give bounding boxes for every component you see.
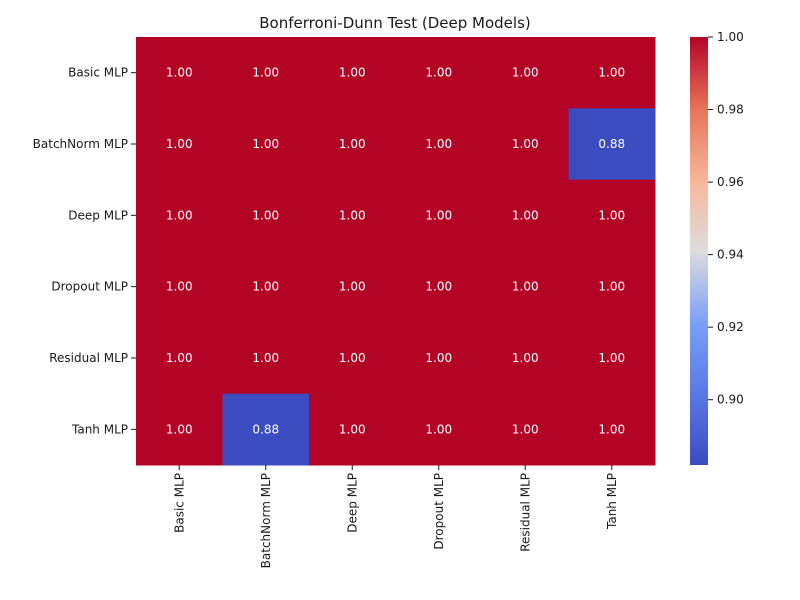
heatmap-cell: [568, 251, 656, 323]
heatmap-cell: [568, 393, 656, 466]
x-tick-label: Deep MLP: [345, 473, 359, 533]
heatmap-cell: [309, 393, 396, 466]
colorbar: [690, 37, 708, 465]
heatmap-cell: [482, 179, 569, 252]
heatmap-cell: [568, 179, 656, 252]
cell-value-label: 1.00: [252, 351, 279, 365]
heatmap-cell: [482, 393, 569, 466]
heatmap-cell: [136, 393, 223, 466]
colorbar-tick-label: 1.00: [717, 30, 744, 44]
cell-value-label: 1.00: [166, 422, 193, 436]
colorbar-axis: 0.90 0.92 0.94 0.96 0.98 1.00: [708, 30, 744, 407]
colorbar-tick-label: 0.98: [717, 103, 744, 117]
cell-value-label: 1.00: [598, 422, 625, 436]
cell-value-label: 1.00: [512, 351, 539, 365]
y-tick-label: Deep MLP: [68, 208, 128, 222]
heatmap-cell: [309, 37, 396, 109]
heatmap-cell: [136, 322, 223, 395]
cell-value-label: 1.00: [425, 66, 452, 80]
colorbar-tick-label: 0.96: [717, 175, 744, 189]
cell-value-label: 1.00: [339, 137, 366, 151]
y-tick-label: BatchNorm MLP: [33, 137, 128, 151]
heatmap-cell: [395, 251, 483, 323]
x-tick-label: Residual MLP: [518, 473, 532, 552]
cell-value-label: 1.00: [598, 208, 625, 222]
colorbar-tick-label: 0.90: [717, 393, 744, 407]
heatmap-cell: [395, 393, 483, 466]
heatmap-cell: [568, 108, 656, 181]
heatmap-cell: [136, 108, 223, 181]
cell-value-label: 1.00: [252, 66, 279, 80]
heatmap-cell: [482, 322, 569, 395]
heatmap-cell: [222, 393, 310, 466]
heatmap-cell: [395, 322, 483, 395]
y-tick-label: Basic MLP: [68, 66, 128, 80]
heatmap-cell: [222, 322, 310, 395]
cell-value-label: 1.00: [166, 137, 193, 151]
cell-value-label: 1.00: [598, 351, 625, 365]
heatmap-cell: [309, 251, 396, 323]
heatmap-cell: [309, 322, 396, 395]
cell-value-label: 1.00: [339, 351, 366, 365]
y-tick-label: Tanh MLP: [71, 422, 128, 436]
heatmap-cells: [136, 37, 656, 466]
heatmap-cell: [309, 179, 396, 252]
heatmap-cell: [482, 108, 569, 181]
x-tick-label: BatchNorm MLP: [259, 473, 273, 568]
cell-value-label: 1.00: [598, 66, 625, 80]
heatmap-cell: [136, 179, 223, 252]
cell-value-label: 1.00: [425, 351, 452, 365]
heatmap-cell: [482, 37, 569, 109]
cell-value-label: 1.00: [339, 422, 366, 436]
heatmap-cell: [222, 37, 310, 109]
x-tick-label: Basic MLP: [172, 473, 186, 533]
heatmap-cell: [222, 251, 310, 323]
cell-value-label: 1.00: [166, 351, 193, 365]
heatmap-cell-labels: 1.00 1.00 1.00 1.00 1.00 1.00 1.00 1.00 1.00 1.00…: [166, 66, 625, 437]
chart-title: Bonferroni-Dunn Test (Deep Models): [259, 14, 531, 32]
y-tick-label: Residual MLP: [49, 351, 128, 365]
cell-value-label: 1.00: [339, 280, 366, 294]
heatmap-cell: [395, 179, 483, 252]
cell-value-label: 1.00: [425, 422, 452, 436]
cell-value-label: 0.88: [252, 422, 279, 436]
cell-value-label: 1.00: [166, 208, 193, 222]
heatmap-cell: [395, 37, 483, 109]
cell-value-label: 1.00: [425, 208, 452, 222]
cell-value-label: 0.88: [598, 137, 625, 151]
cell-value-label: 1.00: [512, 280, 539, 294]
heatmap-cell: [568, 322, 656, 395]
cell-value-label: 1.00: [512, 137, 539, 151]
heatmap-cell: [309, 108, 396, 181]
colorbar-tick-label: 0.92: [717, 320, 744, 334]
x-tick-label: Dropout MLP: [432, 473, 446, 550]
cell-value-label: 1.00: [252, 137, 279, 151]
cell-value-label: 1.00: [252, 208, 279, 222]
y-axis: Basic MLP BatchNorm MLP Deep MLP Dropout ML…: [33, 66, 136, 436]
y-tick-label: Dropout MLP: [51, 280, 128, 294]
cell-value-label: 1.00: [512, 66, 539, 80]
cell-value-label: 1.00: [512, 422, 539, 436]
cell-value-label: 1.00: [339, 208, 366, 222]
cell-value-label: 1.00: [425, 137, 452, 151]
cell-value-label: 1.00: [252, 280, 279, 294]
heatmap-cell: [395, 108, 483, 181]
heatmap-cell: [222, 108, 310, 181]
heatmap-cell: [222, 179, 310, 252]
heatmap-cell: [482, 251, 569, 323]
heatmap-cell: [568, 37, 656, 109]
heatmap-cell: [136, 37, 223, 109]
cell-value-label: 1.00: [166, 280, 193, 294]
heatmap-cell: [136, 251, 223, 323]
cell-value-label: 1.00: [512, 208, 539, 222]
x-tick-label: Tanh MLP: [605, 473, 619, 530]
cell-value-label: 1.00: [598, 280, 625, 294]
cell-value-label: 1.00: [425, 280, 452, 294]
colorbar-tick-label: 0.94: [717, 248, 744, 262]
cell-value-label: 1.00: [166, 66, 193, 80]
cell-value-label: 1.00: [339, 66, 366, 80]
x-axis: Basic MLP BatchNorm MLP Deep MLP Dropout ML…: [172, 465, 619, 568]
